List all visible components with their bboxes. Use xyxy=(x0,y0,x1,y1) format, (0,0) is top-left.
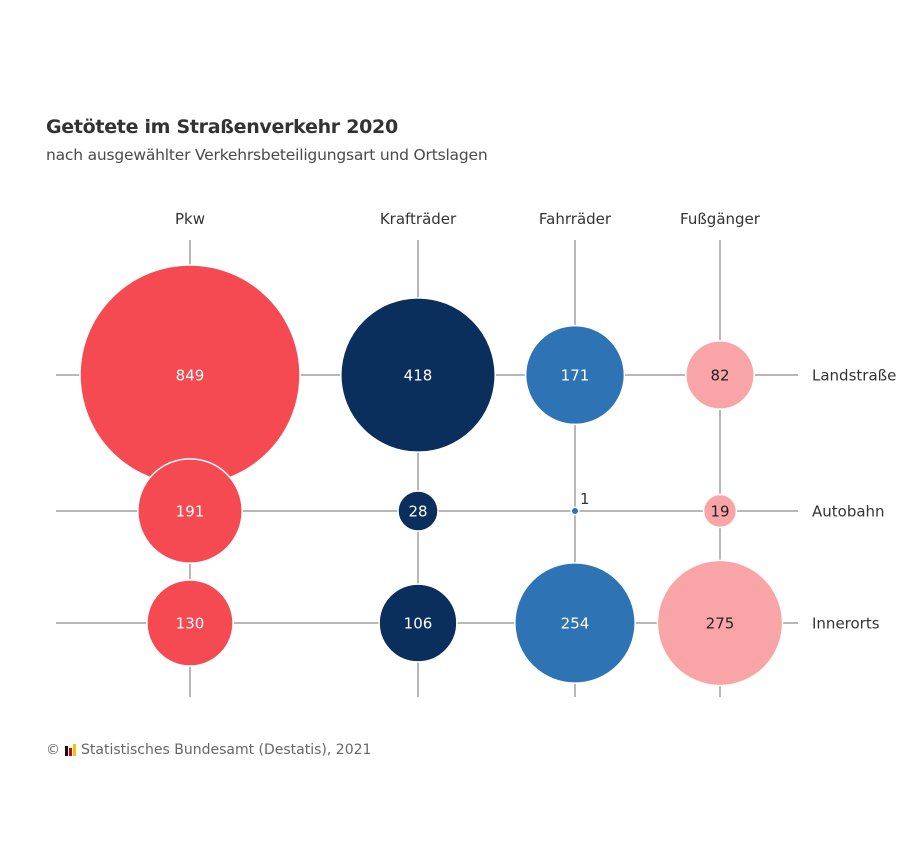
bubble-value-label: 130 xyxy=(176,615,205,633)
logo-bar xyxy=(69,748,72,756)
logo-bar xyxy=(65,746,68,756)
chart-title: Getötete im Straßenverkehr 2020 xyxy=(46,116,398,138)
bubble-value-label: 28 xyxy=(408,503,427,521)
bubble-value-label: 275 xyxy=(706,615,735,633)
bubble xyxy=(570,506,580,516)
logo-bar xyxy=(73,744,76,756)
bubble xyxy=(397,490,439,532)
column-labels: Pkw Krafträder Fahrräder Fußgänger xyxy=(175,210,761,228)
bubbles: 849 418 171 82 191 28 1 19 130 106 254 275 xyxy=(79,264,784,687)
row-label: Autobahn xyxy=(812,503,885,521)
source-text: Statistisches Bundesamt (Destatis), 2021 xyxy=(81,742,372,758)
bubble xyxy=(378,583,458,663)
column-label: Pkw xyxy=(175,210,205,228)
row-label: Innerorts xyxy=(812,615,880,633)
bubble-value-label: 254 xyxy=(561,615,590,633)
bubble xyxy=(656,559,784,687)
column-label: Fahrräder xyxy=(539,210,612,228)
bubble xyxy=(514,562,636,684)
column-label: Fußgänger xyxy=(680,210,761,228)
bubble xyxy=(702,493,738,529)
row-label: Landstraße xyxy=(812,367,896,385)
column-label: Krafträder xyxy=(380,210,457,228)
bubble-value-label: 106 xyxy=(404,615,433,633)
row-labels: Landstraße Autobahn Innerorts xyxy=(812,367,896,633)
bubble xyxy=(524,324,626,426)
bubble-value-label: 418 xyxy=(404,367,433,385)
bubble-value-label: 191 xyxy=(176,503,205,521)
source-footer: © Statistisches Bundesamt (Destatis), 20… xyxy=(46,742,371,758)
bubble xyxy=(340,297,496,453)
bubble xyxy=(685,340,755,410)
copyright-symbol: © xyxy=(46,742,60,758)
bubble xyxy=(146,579,234,667)
bubble-value-label: 1 xyxy=(580,490,590,508)
bubble xyxy=(137,458,243,564)
bubble-value-label: 849 xyxy=(176,367,205,385)
chart-subtitle: nach ausgewählter Verkehrsbeteiligungsar… xyxy=(46,146,488,164)
bubble-value-label: 19 xyxy=(710,503,729,521)
destatis-logo-icon xyxy=(65,744,76,756)
bubble-value-label: 171 xyxy=(561,367,590,385)
bubble-value-label: 82 xyxy=(710,367,729,385)
